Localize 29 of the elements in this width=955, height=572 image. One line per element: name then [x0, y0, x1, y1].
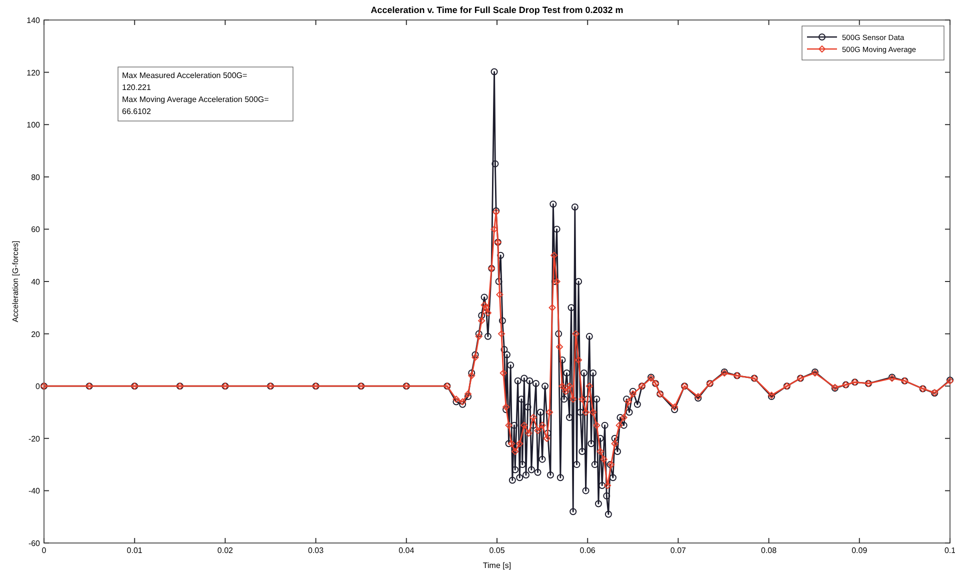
x-tick-label: 0.04: [398, 546, 415, 555]
x-tick-label: 0.03: [308, 546, 324, 555]
x-tick-label: 0.07: [670, 546, 687, 555]
x-tick-label: 0.06: [580, 546, 596, 555]
annotation: Max Moving Average Acceleration 500G=: [122, 95, 270, 104]
annotation: Max Measured Acceleration 500G=: [122, 71, 248, 80]
x-tick-label: 0.08: [761, 546, 778, 555]
x-axis-title: Time [s]: [482, 561, 512, 570]
x-tick-label: 0.09: [852, 546, 868, 555]
y-tick-label: 120: [26, 68, 41, 78]
y-tick-label: -40: [28, 486, 41, 496]
x-tick-label: 0: [42, 546, 47, 555]
annotation: 66.6102: [122, 107, 152, 116]
y-axis-title: Acceleration [G-forces]: [11, 240, 20, 322]
x-tick-label: 0.05: [489, 546, 506, 555]
y-tick-label: -20: [28, 434, 41, 444]
y-tick-label: 40: [31, 278, 41, 286]
x-tick-label: 0.01: [126, 546, 143, 555]
x-tick-label: 0.02: [217, 546, 234, 555]
y-tick-label: 20: [31, 330, 41, 339]
y-tick-label: -60: [28, 539, 41, 548]
y-tick-label: 100: [26, 120, 41, 130]
y-tick-label: 0: [36, 382, 41, 392]
y-tick-label: 60: [31, 225, 41, 234]
chart-title: Acceleration v. Time for Full Scale Drop Test from 0.2032 m: [370, 5, 624, 15]
y-tick-label: 140: [26, 16, 41, 25]
y-tick-label: 80: [31, 172, 41, 182]
annotation: 120.221: [122, 83, 152, 92]
x-tick-label: 0.1: [944, 546, 955, 555]
